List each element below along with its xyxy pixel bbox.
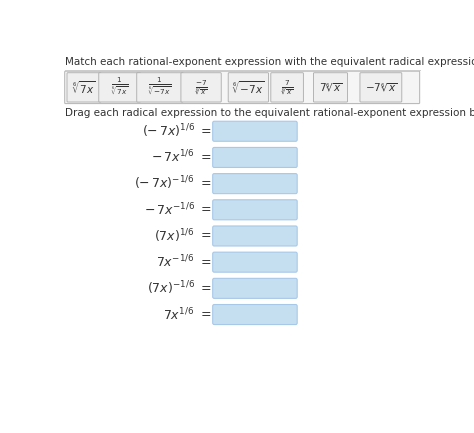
Text: =: = [201, 204, 211, 216]
Text: =: = [201, 151, 211, 164]
Text: =: = [201, 308, 211, 321]
Text: =: = [201, 229, 211, 242]
Text: $7\sqrt[6]{x}$: $7\sqrt[6]{x}$ [319, 81, 342, 94]
Text: =: = [201, 255, 211, 268]
FancyBboxPatch shape [313, 73, 347, 102]
Text: $(7x)^{-1/6}$: $(7x)^{-1/6}$ [147, 280, 195, 297]
Text: $7x^{-1/6}$: $7x^{-1/6}$ [156, 254, 195, 271]
Text: $\frac{1}{\sqrt[6]{7x}}$: $\frac{1}{\sqrt[6]{7x}}$ [111, 76, 128, 98]
Text: $\frac{1}{\sqrt[6]{-7x}}$: $\frac{1}{\sqrt[6]{-7x}}$ [148, 76, 172, 98]
Text: $7x^{1/6}$: $7x^{1/6}$ [164, 306, 195, 323]
FancyBboxPatch shape [137, 73, 183, 102]
FancyBboxPatch shape [213, 252, 297, 272]
Text: =: = [201, 177, 211, 190]
FancyBboxPatch shape [271, 73, 303, 102]
Text: Match each rational-exponent expression with the equivalent radical expression. : Match each rational-exponent expression … [65, 57, 474, 68]
FancyBboxPatch shape [228, 73, 268, 102]
FancyBboxPatch shape [213, 174, 297, 194]
FancyBboxPatch shape [213, 200, 297, 220]
Text: $-7\sqrt[6]{x}$: $-7\sqrt[6]{x}$ [365, 81, 397, 94]
Text: $-\,7x^{-1/6}$: $-\,7x^{-1/6}$ [144, 201, 195, 218]
FancyBboxPatch shape [213, 226, 297, 246]
FancyBboxPatch shape [213, 121, 297, 141]
FancyBboxPatch shape [360, 73, 402, 102]
Text: =: = [201, 282, 211, 295]
FancyBboxPatch shape [213, 304, 297, 325]
FancyBboxPatch shape [64, 71, 419, 103]
Text: $(-\,7x)^{1/6}$: $(-\,7x)^{1/6}$ [142, 123, 195, 140]
FancyBboxPatch shape [213, 148, 297, 168]
Text: $(7x)^{1/6}$: $(7x)^{1/6}$ [154, 227, 195, 245]
Text: $\sqrt[6]{-7x}$: $\sqrt[6]{-7x}$ [232, 79, 264, 96]
Text: $(-\,7x)^{-1/6}$: $(-\,7x)^{-1/6}$ [134, 175, 195, 192]
FancyBboxPatch shape [181, 73, 221, 102]
FancyBboxPatch shape [99, 73, 141, 102]
Text: $-\,7x^{1/6}$: $-\,7x^{1/6}$ [151, 149, 195, 166]
Text: $\frac{7}{\sqrt[6]{x}}$: $\frac{7}{\sqrt[6]{x}}$ [281, 78, 293, 97]
Text: Drag each radical expression to the equivalent rational-exponent expression belo: Drag each radical expression to the equi… [65, 108, 474, 118]
Text: =: = [201, 125, 211, 138]
FancyBboxPatch shape [67, 73, 101, 102]
Text: $\sqrt[6]{7x}$: $\sqrt[6]{7x}$ [72, 79, 96, 96]
FancyBboxPatch shape [213, 278, 297, 298]
Text: $\frac{-7}{\sqrt[6]{x}}$: $\frac{-7}{\sqrt[6]{x}}$ [195, 78, 208, 97]
